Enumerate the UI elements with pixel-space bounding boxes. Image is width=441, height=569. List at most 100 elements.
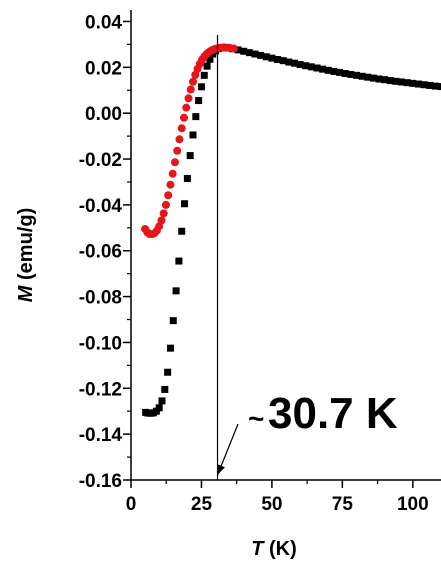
y-axis-label: M (emu/g) [15, 208, 37, 302]
red-circle-point [229, 44, 238, 53]
red-circle-point [179, 113, 188, 122]
black-square-point [262, 53, 270, 61]
black-square-point [336, 68, 344, 76]
black-square-point [158, 397, 166, 405]
black-square-point [285, 58, 293, 66]
y-axis-symbol: M [15, 284, 37, 302]
black-square-point [369, 74, 377, 82]
black-square-point [161, 385, 169, 393]
black-square-point [279, 57, 287, 65]
red-circle-point [175, 135, 184, 144]
series-red-circles [141, 43, 238, 239]
red-circle-point [184, 94, 193, 103]
black-square-point [178, 227, 186, 235]
y-tick-labels: 0.04 0.02 0.00 -0.02 -0.04 -0.06 -0.08 -0.10 -0.… [79, 12, 123, 492]
black-square-point [234, 46, 242, 54]
black-square-point [257, 51, 265, 59]
red-circle-point [166, 180, 175, 189]
y-tick-label: -0.04 [79, 196, 123, 217]
red-circle-point [170, 158, 179, 167]
black-square-point [197, 83, 205, 91]
black-square-point [189, 131, 197, 139]
black-square-point [403, 79, 411, 87]
black-square-point [203, 62, 211, 70]
black-square-point [251, 50, 259, 58]
red-circle-point [159, 209, 168, 218]
annotation-tilde: ~ [248, 403, 264, 434]
black-square-point [175, 257, 183, 265]
x-tick-label: 0 [126, 494, 137, 515]
black-square-point [352, 71, 360, 79]
red-circle-point [189, 77, 197, 86]
black-square-point [166, 344, 174, 352]
black-square-point [347, 70, 355, 78]
black-square-point [169, 317, 177, 325]
black-square-point [414, 80, 422, 88]
x-tick-label: 50 [261, 494, 282, 515]
black-square-point [364, 73, 372, 81]
annotation-label: 30.7 K [268, 389, 398, 438]
black-square-point [245, 49, 253, 57]
black-square-point [274, 56, 282, 64]
black-square-point [155, 404, 163, 412]
red-circle-point [182, 103, 191, 112]
black-square-point [319, 65, 327, 73]
black-square-point [420, 81, 428, 89]
black-square-point [409, 79, 417, 87]
black-square-point [195, 97, 203, 105]
y-tick-label: -0.12 [79, 379, 122, 400]
black-square-point [431, 82, 439, 90]
y-tick-label: 0.04 [85, 12, 122, 33]
red-circle-point [173, 146, 182, 155]
black-square-point [330, 67, 338, 75]
black-square-point [186, 152, 194, 160]
y-tick-label: 0.02 [85, 58, 122, 79]
black-square-point [437, 83, 441, 91]
red-circle-point [186, 85, 195, 94]
x-axis-symbol: T [251, 538, 265, 560]
black-square-point [386, 77, 394, 85]
black-square-point [296, 61, 304, 69]
black-square-point [192, 113, 200, 121]
black-square-point [426, 81, 434, 89]
black-square-point [398, 78, 406, 86]
red-circle-point [168, 169, 177, 178]
black-square-point [240, 47, 248, 55]
annotation-arrow-head [217, 464, 225, 475]
y-tick-label: -0.08 [79, 288, 122, 309]
x-axis-unit: (K) [263, 538, 296, 560]
black-square-point [200, 71, 208, 79]
black-square-point [183, 175, 191, 183]
axes [123, 10, 441, 488]
red-circle-point [161, 200, 170, 209]
black-square-point [358, 72, 366, 80]
y-axis-unit: (emu/g) [15, 208, 37, 286]
black-square-point [392, 77, 400, 85]
black-square-point [313, 64, 321, 72]
black-square-point [268, 54, 276, 62]
black-square-point [164, 368, 172, 376]
x-tick-label: 75 [332, 494, 354, 515]
y-tick-label: -0.16 [79, 471, 122, 492]
black-square-point [290, 59, 298, 67]
black-square-point [302, 62, 310, 70]
black-square-point [381, 76, 389, 84]
x-tick-label: 100 [397, 494, 429, 515]
y-tick-label: -0.10 [79, 333, 122, 354]
black-square-point [341, 70, 349, 78]
red-circle-point [157, 216, 166, 225]
x-tick-label: 25 [191, 494, 213, 515]
black-square-point [375, 75, 383, 83]
black-square-point [172, 287, 180, 295]
y-tick-label: -0.06 [79, 242, 122, 263]
black-square-point [206, 55, 214, 63]
y-tick-label: 0.00 [85, 104, 122, 125]
y-tick-label: -0.02 [79, 150, 122, 171]
annotation-group: ~ 30.7 K [216, 389, 398, 476]
x-tick-labels: 0 25 50 75 100 [126, 494, 429, 515]
x-axis-label: T (K) [251, 538, 297, 560]
black-square-point [324, 66, 332, 74]
red-circle-point [177, 124, 186, 133]
black-square-point [181, 200, 189, 208]
